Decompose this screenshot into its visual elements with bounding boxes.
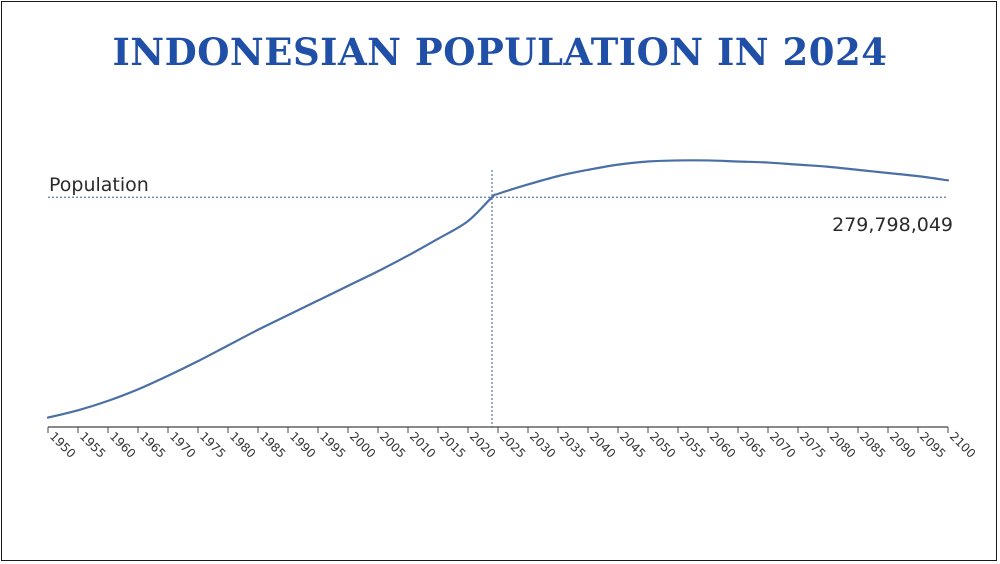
x-tick-label: 1970 (167, 429, 198, 460)
x-tick-label: 2075 (797, 429, 828, 460)
x-axis: 1950195519601965197019751980198519901995… (47, 426, 978, 461)
x-tick-label: 2100 (947, 429, 978, 460)
x-tick-label: 1990 (287, 429, 318, 460)
x-tick-label: 1950 (47, 429, 78, 460)
x-tick-label: 2070 (767, 429, 798, 460)
x-tick-label: 2005 (377, 429, 408, 460)
x-tick-label: 2040 (587, 429, 618, 460)
guide-lines (48, 170, 948, 427)
x-tick-label: 2085 (857, 429, 888, 460)
series-line-group (46, 159, 950, 419)
y-axis-label: Population (49, 174, 149, 196)
x-tick-label: 2045 (617, 429, 648, 460)
x-tick-label: 1955 (77, 429, 108, 460)
x-tick-label: 1995 (317, 429, 348, 460)
x-tick-label: 2095 (917, 429, 948, 460)
x-tick-label: 1980 (227, 429, 258, 460)
x-tick-label: 2050 (647, 429, 678, 460)
x-tick-label: 2020 (467, 429, 498, 460)
x-tick-label: 2010 (407, 429, 438, 460)
x-tick-label: 1965 (137, 429, 168, 460)
chart-title: INDONESIAN POPULATION IN 2024 (112, 30, 888, 74)
x-tick-label: 2060 (707, 429, 738, 460)
x-tick-label: 2090 (887, 429, 918, 460)
x-tick-label: 2065 (737, 429, 768, 460)
x-tick-label: 2000 (347, 429, 378, 460)
population-series-line (46, 159, 950, 419)
x-tick-label: 1985 (257, 429, 288, 460)
highlight-value-label: 279,798,049 (832, 214, 953, 236)
x-tick-label: 2030 (527, 429, 558, 460)
x-tick-label: 2080 (827, 429, 858, 460)
x-tick-label: 2035 (557, 429, 588, 460)
x-tick-label: 2025 (497, 429, 528, 460)
x-tick-label: 1960 (107, 429, 138, 460)
x-tick-label: 2015 (437, 429, 468, 460)
x-tick-label: 2055 (677, 429, 708, 460)
x-tick-label: 1975 (197, 429, 228, 460)
